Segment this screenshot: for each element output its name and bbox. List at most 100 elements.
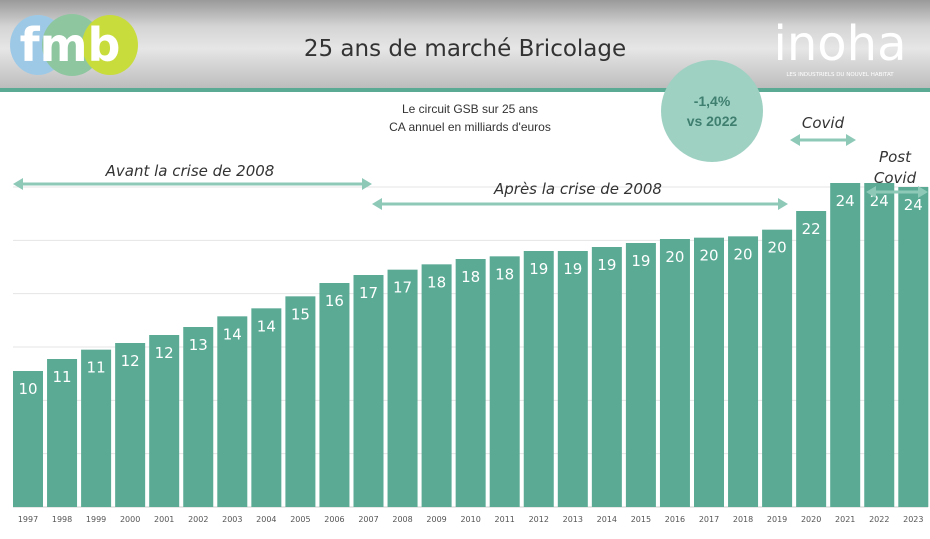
x-tick-2010: 2010: [460, 515, 480, 524]
svg-text:LES INDUSTRIELS DU NOUVEL HABI: LES INDUSTRIELS DU NOUVEL HABITAT: [786, 72, 894, 78]
bar-2005: [285, 296, 316, 507]
data-label-2002: 13: [189, 336, 208, 354]
bar-2012: [523, 251, 554, 507]
data-label-2023: 24: [904, 196, 923, 214]
badge-value: -1,4%: [693, 93, 731, 109]
data-label-2011: 18: [495, 265, 514, 283]
arrow-covid-head-right: [846, 134, 856, 146]
bar-2001: [149, 335, 180, 507]
data-label-2003: 14: [223, 325, 242, 343]
x-tick-2023: 2023: [903, 515, 923, 524]
data-label-2000: 12: [121, 352, 140, 370]
x-tick-2000: 2000: [120, 515, 140, 524]
x-tick-2006: 2006: [324, 515, 344, 524]
data-label-2007: 17: [359, 284, 378, 302]
data-label-2005: 15: [291, 305, 310, 323]
bar-2015: [625, 243, 656, 507]
data-label-1999: 11: [87, 359, 106, 377]
bar-2014: [591, 247, 622, 507]
data-label-2018: 20: [734, 245, 753, 263]
bar-2006: [319, 283, 350, 507]
bar-2021: [830, 183, 861, 507]
arrow-covid-head-left: [790, 134, 800, 146]
data-label-2013: 19: [563, 260, 582, 278]
label-post-covid-line1: Post: [879, 148, 911, 166]
data-label-2014: 19: [597, 256, 616, 274]
x-tick-2003: 2003: [222, 515, 242, 524]
bar-2017: [694, 237, 724, 507]
arrow-after-crisis-head-right: [778, 198, 788, 210]
chart-subtitle-line1: Le circuit GSB sur 25 ans: [401, 102, 539, 116]
x-tick-2009: 2009: [426, 515, 446, 524]
x-tick-2012: 2012: [529, 515, 549, 524]
x-tick-2002: 2002: [188, 515, 208, 524]
label-after-crisis: Après la crise de 2008: [494, 180, 662, 198]
x-tick-2004: 2004: [256, 515, 276, 524]
bar-2000: [115, 343, 146, 507]
data-label-2004: 14: [257, 317, 276, 335]
data-label-2012: 19: [529, 260, 548, 278]
x-tick-2015: 2015: [631, 515, 651, 524]
arrow-before-crisis-head-right: [362, 178, 372, 190]
label-covid: Covid: [801, 114, 845, 132]
arrow-after-crisis-head-left: [372, 198, 382, 210]
bar-2022: [864, 183, 895, 507]
bar-chart: 10 1997 11 1998 11 1999 12 2000 12 2001 13 2002 14 20…: [13, 134, 929, 524]
svg-text:fmb: fmb: [20, 18, 121, 72]
data-label-2015: 19: [631, 252, 650, 270]
x-tick-2005: 2005: [290, 515, 310, 524]
x-tick-2018: 2018: [733, 515, 753, 524]
variation-badge: -1,4% vs 2022: [661, 60, 763, 162]
x-tick-2013: 2013: [563, 515, 583, 524]
arrow-post-covid-head-right: [918, 186, 928, 198]
label-post-covid-line2: Covid: [873, 169, 917, 187]
header-banner: fmb 25 ans de marché Bricolage inoha LES…: [0, 0, 930, 92]
bar-1999: [81, 349, 112, 507]
bar-2003: [217, 316, 248, 507]
bar-2019: [762, 229, 793, 507]
data-label-2001: 12: [155, 344, 174, 362]
arrow-before-crisis-head-left: [13, 178, 23, 190]
bar-2004: [251, 308, 282, 507]
x-tick-2001: 2001: [154, 515, 174, 524]
bar-2008: [387, 269, 418, 507]
bar-2016: [659, 239, 690, 507]
bar-2023: [898, 187, 929, 507]
bar-2010: [455, 259, 486, 507]
badge-reference: vs 2022: [686, 113, 738, 129]
arrow-post-covid-head-left: [866, 186, 876, 198]
bar-2007: [353, 275, 384, 507]
x-tick-2021: 2021: [835, 515, 855, 524]
bar-2009: [421, 264, 452, 507]
x-tick-2007: 2007: [358, 515, 378, 524]
data-label-2008: 17: [393, 279, 412, 297]
data-label-1997: 10: [18, 380, 37, 398]
x-tick-2008: 2008: [392, 515, 412, 524]
data-label-1998: 11: [53, 368, 72, 386]
data-label-2009: 18: [427, 273, 446, 291]
bar-2013: [557, 251, 588, 507]
data-label-2006: 16: [325, 292, 344, 310]
x-tick-1998: 1998: [52, 515, 72, 524]
x-tick-1997: 1997: [18, 515, 38, 524]
bar-2011: [489, 256, 520, 507]
x-tick-1999: 1999: [86, 515, 106, 524]
x-tick-2011: 2011: [495, 515, 515, 524]
x-tick-2022: 2022: [869, 515, 889, 524]
x-tick-2014: 2014: [597, 515, 617, 524]
data-label-2019: 20: [768, 239, 787, 257]
svg-text:inoha: inoha: [774, 16, 907, 72]
bar-2002: [183, 327, 214, 507]
bar-1997: [13, 371, 43, 507]
page-title: 25 ans de marché Bricolage: [303, 36, 627, 62]
fmb-logo: fmb: [10, 14, 138, 76]
label-before-crisis: Avant la crise de 2008: [105, 162, 275, 180]
bar-2018: [728, 236, 759, 508]
data-label-2010: 18: [461, 268, 480, 286]
chart-subtitle-line2: CA annuel en milliards d'euros: [389, 120, 551, 134]
chart-area: 10 1997 11 1998 11 1999 12 2000 12 2001 13 2002 14 20…: [0, 60, 930, 539]
bar-2020: [796, 211, 827, 507]
data-label-2020: 22: [802, 220, 821, 238]
x-tick-2019: 2019: [767, 515, 787, 524]
data-label-2021: 24: [836, 192, 855, 210]
